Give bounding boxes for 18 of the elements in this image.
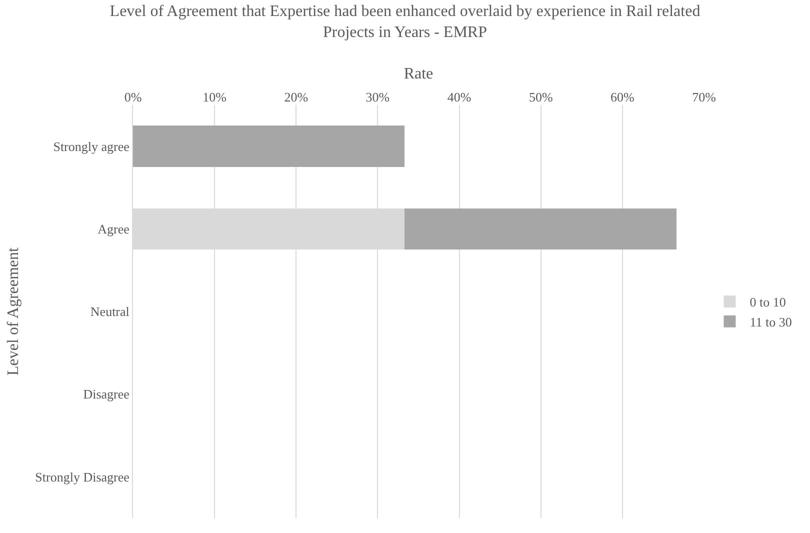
y-tick-label: Strongly agree	[53, 138, 130, 154]
x-tick-label: 30%	[366, 89, 390, 104]
x-tick-label: 50%	[528, 89, 553, 104]
x-tick-label: 40%	[447, 89, 472, 104]
x-axis-title: Rate	[404, 65, 434, 82]
legend-label: 0 to 10	[750, 294, 786, 310]
y-tick-label: Strongly Disagree	[35, 469, 130, 484]
y-tick-label: Agree	[98, 221, 130, 236]
y-axis-title: Level of Agreement	[5, 246, 22, 376]
chart-title: Level of Agreement that Expertise had been enhanced overlaid by experience in Rail related Projects in Years - EMRP	[110, 2, 700, 41]
x-tick-label: 20%	[284, 89, 308, 104]
x-tick-label: 70%	[692, 89, 716, 104]
legend-label: 11 to 30	[750, 314, 792, 330]
x-tick-label: 0%	[124, 89, 142, 104]
x-tick-label: 10%	[202, 89, 227, 104]
y-tick-label: Neutral	[90, 304, 130, 320]
x-tick-label: 60%	[610, 89, 635, 104]
y-tick-label: Disagree	[83, 386, 130, 402]
